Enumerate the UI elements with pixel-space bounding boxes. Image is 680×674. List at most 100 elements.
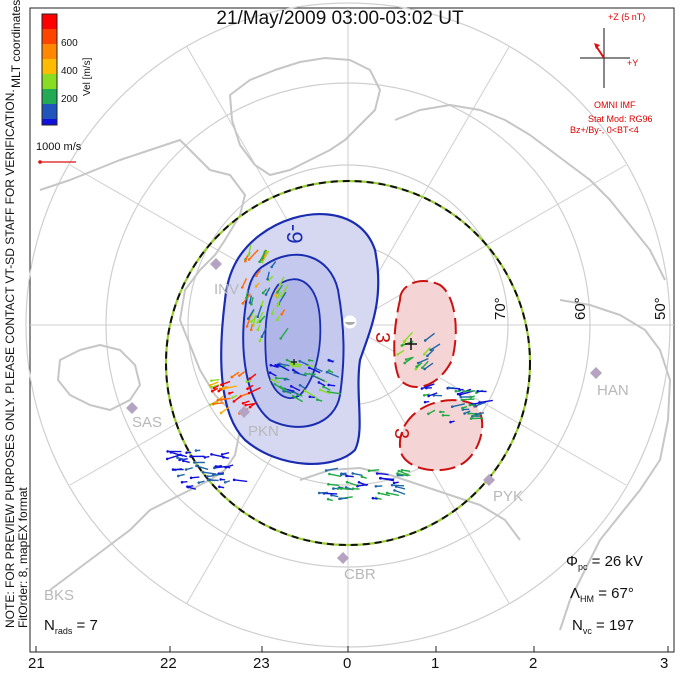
fit-order-label: FitOrder: 8, mapEX format (16, 487, 30, 628)
velocity-vector (277, 291, 287, 305)
velocity-vector (257, 311, 264, 323)
velocity-vector-origin (171, 468, 175, 471)
contour-label-positive-lower: 3 (390, 428, 412, 440)
velocity-vector-origin (228, 392, 231, 395)
velocity-vector (170, 451, 184, 457)
colorbar-segment (42, 89, 57, 105)
colorbar-segment (42, 14, 57, 30)
velocity-vector-origin (270, 378, 274, 382)
velocity-vector-origin (462, 389, 466, 393)
velocity-vector-origin (258, 339, 262, 343)
velocity-vector-origin (176, 474, 180, 478)
velocity-vector-origin (393, 489, 396, 492)
velocity-vector-origin (266, 277, 269, 281)
velocity-vector-origin (256, 328, 260, 332)
velocity-vector (474, 401, 487, 407)
velocity-vector (312, 375, 326, 382)
radar-stations (126, 258, 602, 564)
velocity-vector (417, 358, 429, 364)
station-marker (210, 258, 222, 270)
velocity-vector-origin (276, 296, 279, 299)
velocity-vector (221, 380, 231, 386)
velocity-vector-origin (351, 487, 355, 490)
velocity-vector (233, 395, 242, 402)
velocity-vector-origin (397, 469, 401, 473)
station-label-cbr: CBR (344, 566, 376, 583)
velocity-vector (299, 360, 309, 366)
phi-pc-stat: Φpc = 26 kV (566, 553, 643, 572)
velocity-vector (339, 497, 348, 500)
velocity-vector-origin (308, 395, 312, 399)
velocity-vector (261, 250, 270, 263)
velocity-vector-origin (220, 383, 223, 387)
imf-y-label: +Y (627, 58, 639, 68)
velocity-vector-origin (247, 253, 250, 257)
velocity-vector-origin (276, 304, 280, 308)
velocity-vector-origin (332, 487, 335, 490)
velocity-vector-origin (360, 475, 364, 479)
velocity-vector-origin (222, 387, 225, 391)
velocity-vector (461, 398, 475, 401)
velocity-vector-origin (400, 468, 404, 472)
velocity-vector-origin (195, 464, 198, 468)
velocity-vector-origin (246, 317, 250, 320)
phi-pc-value: = 26 kV (591, 553, 643, 570)
velocity-vector (424, 332, 435, 342)
scale-vector-origin (38, 160, 42, 164)
velocity-vector (279, 363, 290, 367)
velocity-vector-origin (324, 469, 328, 472)
north-america-outline (39, 139, 246, 591)
velocity-vector-origin (274, 376, 278, 380)
velocity-vector-origin (474, 412, 478, 416)
velocity-vector-origin (210, 389, 214, 393)
velocity-vector-origin (327, 358, 331, 362)
velocity-vector (304, 390, 318, 399)
colorbar-tick-400: 400 (61, 66, 78, 77)
velocity-vector (248, 387, 261, 394)
velocity-vector-origin (268, 371, 272, 374)
velocity-vector-origin (441, 413, 445, 417)
velocity-vector (386, 492, 399, 497)
velocity-vector-origin (423, 367, 426, 371)
station-label-bks: BKS (44, 587, 75, 604)
velocity-vector-origin (344, 486, 348, 489)
velocity-vector-origin (463, 412, 466, 415)
velocity-vector-origin (330, 493, 333, 497)
velocity-vector-origin (220, 398, 223, 401)
velocity-vector (403, 331, 414, 343)
velocity-vector-origin (325, 370, 329, 374)
n-rads-stat: Nrads = 7 (44, 617, 98, 636)
velocity-vector-origin (258, 320, 262, 323)
map-title: 21/May/2009 03:00-03:02 UT (216, 8, 464, 29)
velocity-vector-origin (378, 476, 382, 480)
velocity-vector-origin (212, 386, 216, 390)
velocity-vector-origin (241, 302, 245, 305)
station-label-pyk: PYK (493, 488, 524, 505)
velocity-vector (329, 473, 342, 478)
velocity-vector-origin (459, 395, 463, 399)
map-frame (29, 7, 675, 653)
velocity-vector (397, 472, 409, 477)
velocity-vector-origin (471, 415, 474, 418)
colorbar-tick-600: 600 (61, 38, 78, 49)
velocity-vector-origin (422, 393, 426, 397)
velocity-vector-origin (197, 481, 201, 484)
velocity-vector-origin (351, 472, 355, 475)
velocity-vector-origin (211, 473, 215, 477)
velocity-vector (220, 406, 230, 414)
station-marker (483, 474, 495, 486)
velocity-vector-origin (180, 480, 184, 484)
velocity-vector-origin (219, 411, 223, 415)
colorbar-border (41, 13, 58, 126)
scale-vector (38, 160, 76, 164)
velocity-vector-origin (328, 472, 331, 476)
velocity-vector (326, 371, 340, 378)
velocity-vector (327, 391, 342, 395)
station-label-han: HAN (597, 382, 629, 399)
velocity-vector-origin (214, 465, 218, 468)
velocity-vector-origin (469, 417, 473, 420)
station-marker (337, 552, 349, 564)
velocity-vector-origin (396, 472, 399, 475)
velocity-vector-origin (278, 282, 282, 286)
velocity-vector (421, 360, 429, 369)
